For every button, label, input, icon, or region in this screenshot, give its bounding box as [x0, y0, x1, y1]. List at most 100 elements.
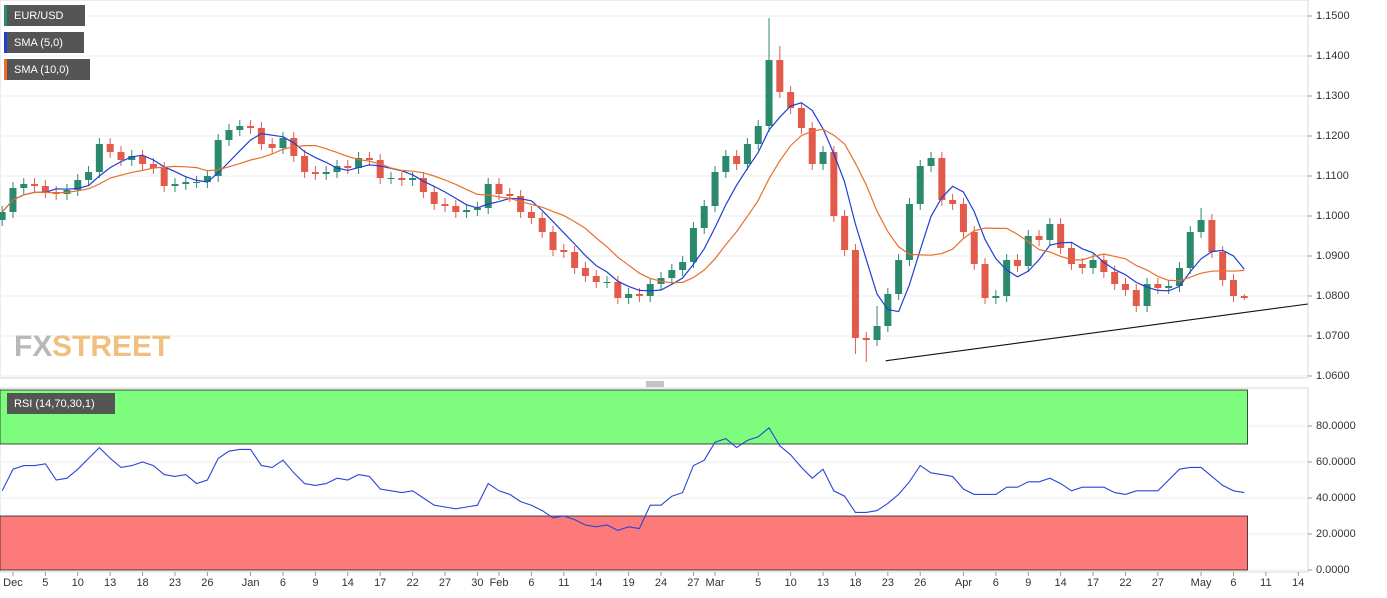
trendline — [885, 303, 1309, 362]
candle-body — [743, 144, 751, 164]
candle-body — [797, 108, 805, 128]
candle-body — [819, 152, 827, 164]
watermark-street: STREET — [52, 330, 170, 363]
candle-body — [495, 184, 503, 194]
candle-body — [1229, 280, 1237, 296]
candle-body — [257, 128, 265, 144]
candle-body — [387, 178, 395, 179]
x-tick-label: 10 — [785, 577, 797, 589]
candle-body — [182, 182, 190, 184]
candle-body — [333, 166, 341, 172]
candle-body — [614, 282, 622, 298]
x-tick-label: 27 — [439, 577, 451, 589]
candle-body — [452, 206, 460, 212]
x-tick-label: 14 — [590, 577, 602, 589]
candle-body — [344, 166, 352, 168]
candle-body — [808, 128, 816, 164]
x-tick-label: 22 — [406, 577, 418, 589]
candle-body — [549, 232, 557, 250]
candle-body — [484, 184, 492, 208]
candle-body — [236, 126, 244, 130]
marks — [0, 18, 1309, 531]
candle-body — [711, 172, 719, 206]
x-tick-label: Mar — [706, 577, 725, 589]
x-tick-label: 6 — [1230, 577, 1236, 589]
candle-body — [841, 216, 849, 250]
candle-body — [1057, 224, 1065, 248]
candle-body — [1067, 248, 1075, 264]
candle-body — [765, 60, 773, 126]
candle-body — [571, 252, 579, 268]
y-tick-label: 1.0900 — [1316, 250, 1350, 262]
x-tick-label: Feb — [490, 577, 509, 589]
x-tick-label: Apr — [955, 577, 972, 589]
sma-line — [1, 128, 1245, 284]
candle-body — [625, 294, 633, 298]
candle-body — [722, 156, 730, 172]
candle-body — [441, 204, 449, 206]
y-tick-label: 1.1500 — [1316, 10, 1350, 22]
candle-body — [1197, 220, 1205, 232]
candle-body — [473, 208, 481, 210]
candle-body — [409, 178, 417, 180]
candle-body — [830, 152, 838, 216]
candle-body — [916, 166, 924, 204]
candle-body — [376, 160, 384, 178]
candle-body — [41, 186, 49, 192]
legend-box — [4, 59, 90, 80]
y-tick-label: 1.0700 — [1316, 330, 1350, 342]
candle-body — [1035, 236, 1043, 240]
candle-body — [679, 262, 687, 270]
candle-body — [970, 232, 978, 264]
candle-body — [419, 178, 427, 192]
candle-body — [1175, 268, 1183, 286]
candle-body — [365, 158, 373, 160]
candle-body — [538, 218, 546, 232]
y-tick-label: 40.0000 — [1316, 492, 1356, 504]
candle-body — [1165, 286, 1173, 288]
candle-body — [560, 250, 568, 252]
y-tick-label: 1.1100 — [1316, 170, 1349, 182]
candle-body — [1078, 264, 1086, 268]
candle-body — [905, 204, 913, 260]
candle-body — [20, 184, 28, 188]
candle-body — [873, 326, 881, 340]
candle-body — [1100, 260, 1108, 272]
candle-body — [247, 126, 255, 128]
candle-body — [700, 206, 708, 228]
x-tick-label: 24 — [655, 577, 667, 589]
candle-body — [1121, 284, 1129, 290]
candle-body — [106, 144, 114, 152]
legend-label: SMA (5,0) — [14, 37, 63, 49]
x-tick-label: 17 — [374, 577, 386, 589]
x-tick-label: 5 — [42, 577, 48, 589]
y-tick-label: 1.0800 — [1316, 290, 1350, 302]
sma-line — [1, 102, 1245, 313]
y-tick-label: 1.1400 — [1316, 50, 1350, 62]
candle-body — [1024, 236, 1032, 266]
x-tick-label: 5 — [755, 577, 761, 589]
overbought-zone — [0, 389, 1248, 445]
x-tick-label: 13 — [817, 577, 829, 589]
panel-resize-grip[interactable] — [646, 381, 664, 387]
candle-body — [31, 184, 39, 186]
candle-body — [214, 140, 222, 176]
candle-body — [74, 180, 82, 190]
x-tick-label: May — [1191, 577, 1212, 589]
x-tick-label: 14 — [342, 577, 354, 589]
candle-body — [1154, 284, 1162, 288]
labels: 1.1500 1.1400 1.1300 1.1200 1.1100 1.1000 1.09… — [3, 10, 1356, 589]
x-tick-label: 30 — [471, 577, 483, 589]
x-tick-label: 23 — [169, 577, 181, 589]
candle-body — [301, 156, 309, 172]
x-tick-label: Dec — [3, 577, 23, 589]
x-tick-label: 23 — [882, 577, 894, 589]
x-tick-label: 6 — [280, 577, 286, 589]
x-tick-label: 27 — [687, 577, 699, 589]
candle-body — [1013, 260, 1021, 266]
candle-body — [128, 156, 136, 160]
candle-body — [355, 158, 363, 168]
candle-body — [0, 212, 6, 220]
candle-body — [592, 276, 600, 282]
